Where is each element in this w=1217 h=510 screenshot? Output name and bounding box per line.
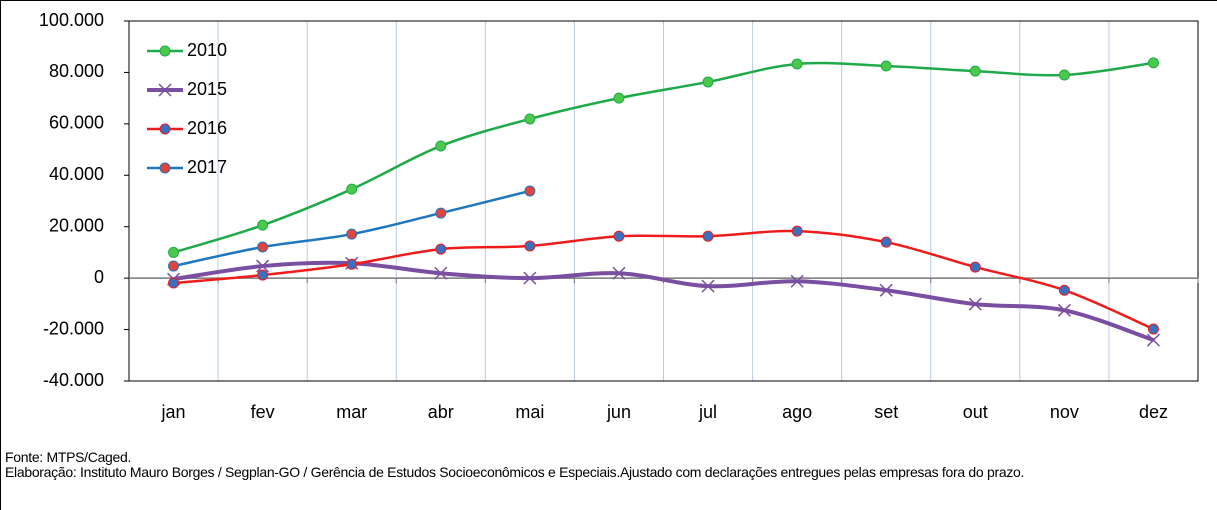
- data-point: [1147, 57, 1159, 69]
- marker-stroke: [158, 83, 172, 97]
- data-point: [701, 279, 715, 293]
- data-point: [435, 207, 447, 219]
- data-point: [702, 230, 714, 242]
- data-point: [613, 92, 625, 104]
- data-point: [1058, 284, 1070, 296]
- x-tick-label: jun: [606, 402, 631, 422]
- data-point: [523, 271, 537, 285]
- x-tick-label: set: [874, 402, 898, 422]
- x-tick-label: nov: [1050, 402, 1079, 422]
- notes: Fonte: MTPS/Caged. Elaboração: Instituto…: [5, 450, 1195, 480]
- data-point: [524, 240, 536, 252]
- series-line: [173, 229, 1154, 331]
- legend-label: 2010: [187, 40, 227, 60]
- x-tick-label: dez: [1139, 402, 1168, 422]
- y-tick-label: 20.000: [49, 215, 104, 235]
- data-point: [168, 277, 180, 289]
- legend-marker: [159, 162, 171, 174]
- series-line: [173, 189, 531, 268]
- chart: -40.000 -20.000 0 20.000 40.000 60.000 80.000 1…: [39, 10, 1199, 422]
- marker-stroke: [523, 271, 537, 285]
- data-point: [257, 269, 269, 281]
- data-point: [346, 258, 358, 270]
- y-tick-label: -20.000: [43, 318, 104, 338]
- legend-label: 2015: [187, 79, 227, 99]
- data-point: [790, 274, 804, 288]
- data-point: [435, 243, 447, 255]
- x-tick-label: fev: [251, 402, 275, 422]
- legend-marker: [158, 83, 172, 97]
- marker-stroke: [612, 266, 626, 280]
- legend-label: 2016: [187, 118, 227, 138]
- data-point: [257, 219, 269, 231]
- marker-stroke: [701, 279, 715, 293]
- marker-stroke: [434, 266, 448, 280]
- data-point: [1147, 323, 1159, 335]
- data-point: [880, 236, 892, 248]
- y-tick-label: 40.000: [49, 164, 104, 184]
- x-tick-label: abr: [428, 402, 454, 422]
- series-line: [173, 61, 1154, 254]
- y-tick-label: -40.000: [43, 370, 104, 390]
- data-point: [168, 246, 180, 258]
- y-tick-label: 100.000: [39, 10, 104, 30]
- data-point: [791, 225, 803, 237]
- plot-frame: [128, 20, 1199, 382]
- marker-stroke: [1146, 333, 1160, 347]
- x-tick-label: mar: [336, 402, 367, 422]
- data-point: [880, 60, 892, 72]
- data-point: [612, 266, 626, 280]
- data-point: [346, 228, 358, 240]
- source-note: Fonte: MTPS/Caged.: [5, 449, 132, 465]
- data-point: [434, 266, 448, 280]
- legend-marker: [159, 45, 171, 57]
- data-point: [791, 58, 803, 70]
- legend-label: 2017: [187, 157, 227, 177]
- marker-stroke: [256, 259, 270, 273]
- y-tick-label: 60.000: [49, 113, 104, 133]
- series-line: [173, 260, 1155, 343]
- y-tick-label: 0: [94, 267, 104, 287]
- y-tick-label: 80.000: [49, 61, 104, 81]
- data-point: [969, 261, 981, 273]
- credit-note: Elaboração: Instituto Mauro Borges / Seg…: [5, 464, 1025, 480]
- data-point: [435, 140, 447, 152]
- x-tick-label: jan: [161, 402, 186, 422]
- data-point: [168, 260, 180, 272]
- x-tick-label: mai: [515, 402, 544, 422]
- marker-stroke: [1057, 303, 1071, 317]
- data-point: [702, 76, 714, 88]
- x-tick-label: jul: [698, 402, 717, 422]
- data-point: [256, 259, 270, 273]
- legend-marker: [159, 123, 171, 135]
- data-point: [879, 283, 893, 297]
- data-point: [969, 65, 981, 77]
- x-tick-label: out: [963, 402, 988, 422]
- x-tick-label: ago: [782, 402, 812, 422]
- data-point: [1057, 303, 1071, 317]
- marker-stroke: [790, 274, 804, 288]
- data-point: [1058, 69, 1070, 81]
- data-point: [257, 241, 269, 253]
- marker-stroke: [879, 283, 893, 297]
- data-point: [613, 230, 625, 242]
- data-point: [1146, 333, 1160, 347]
- marker-stroke: [968, 297, 982, 311]
- data-point: [524, 185, 536, 197]
- data-point: [346, 183, 358, 195]
- data-point: [968, 297, 982, 311]
- data-point: [524, 113, 536, 125]
